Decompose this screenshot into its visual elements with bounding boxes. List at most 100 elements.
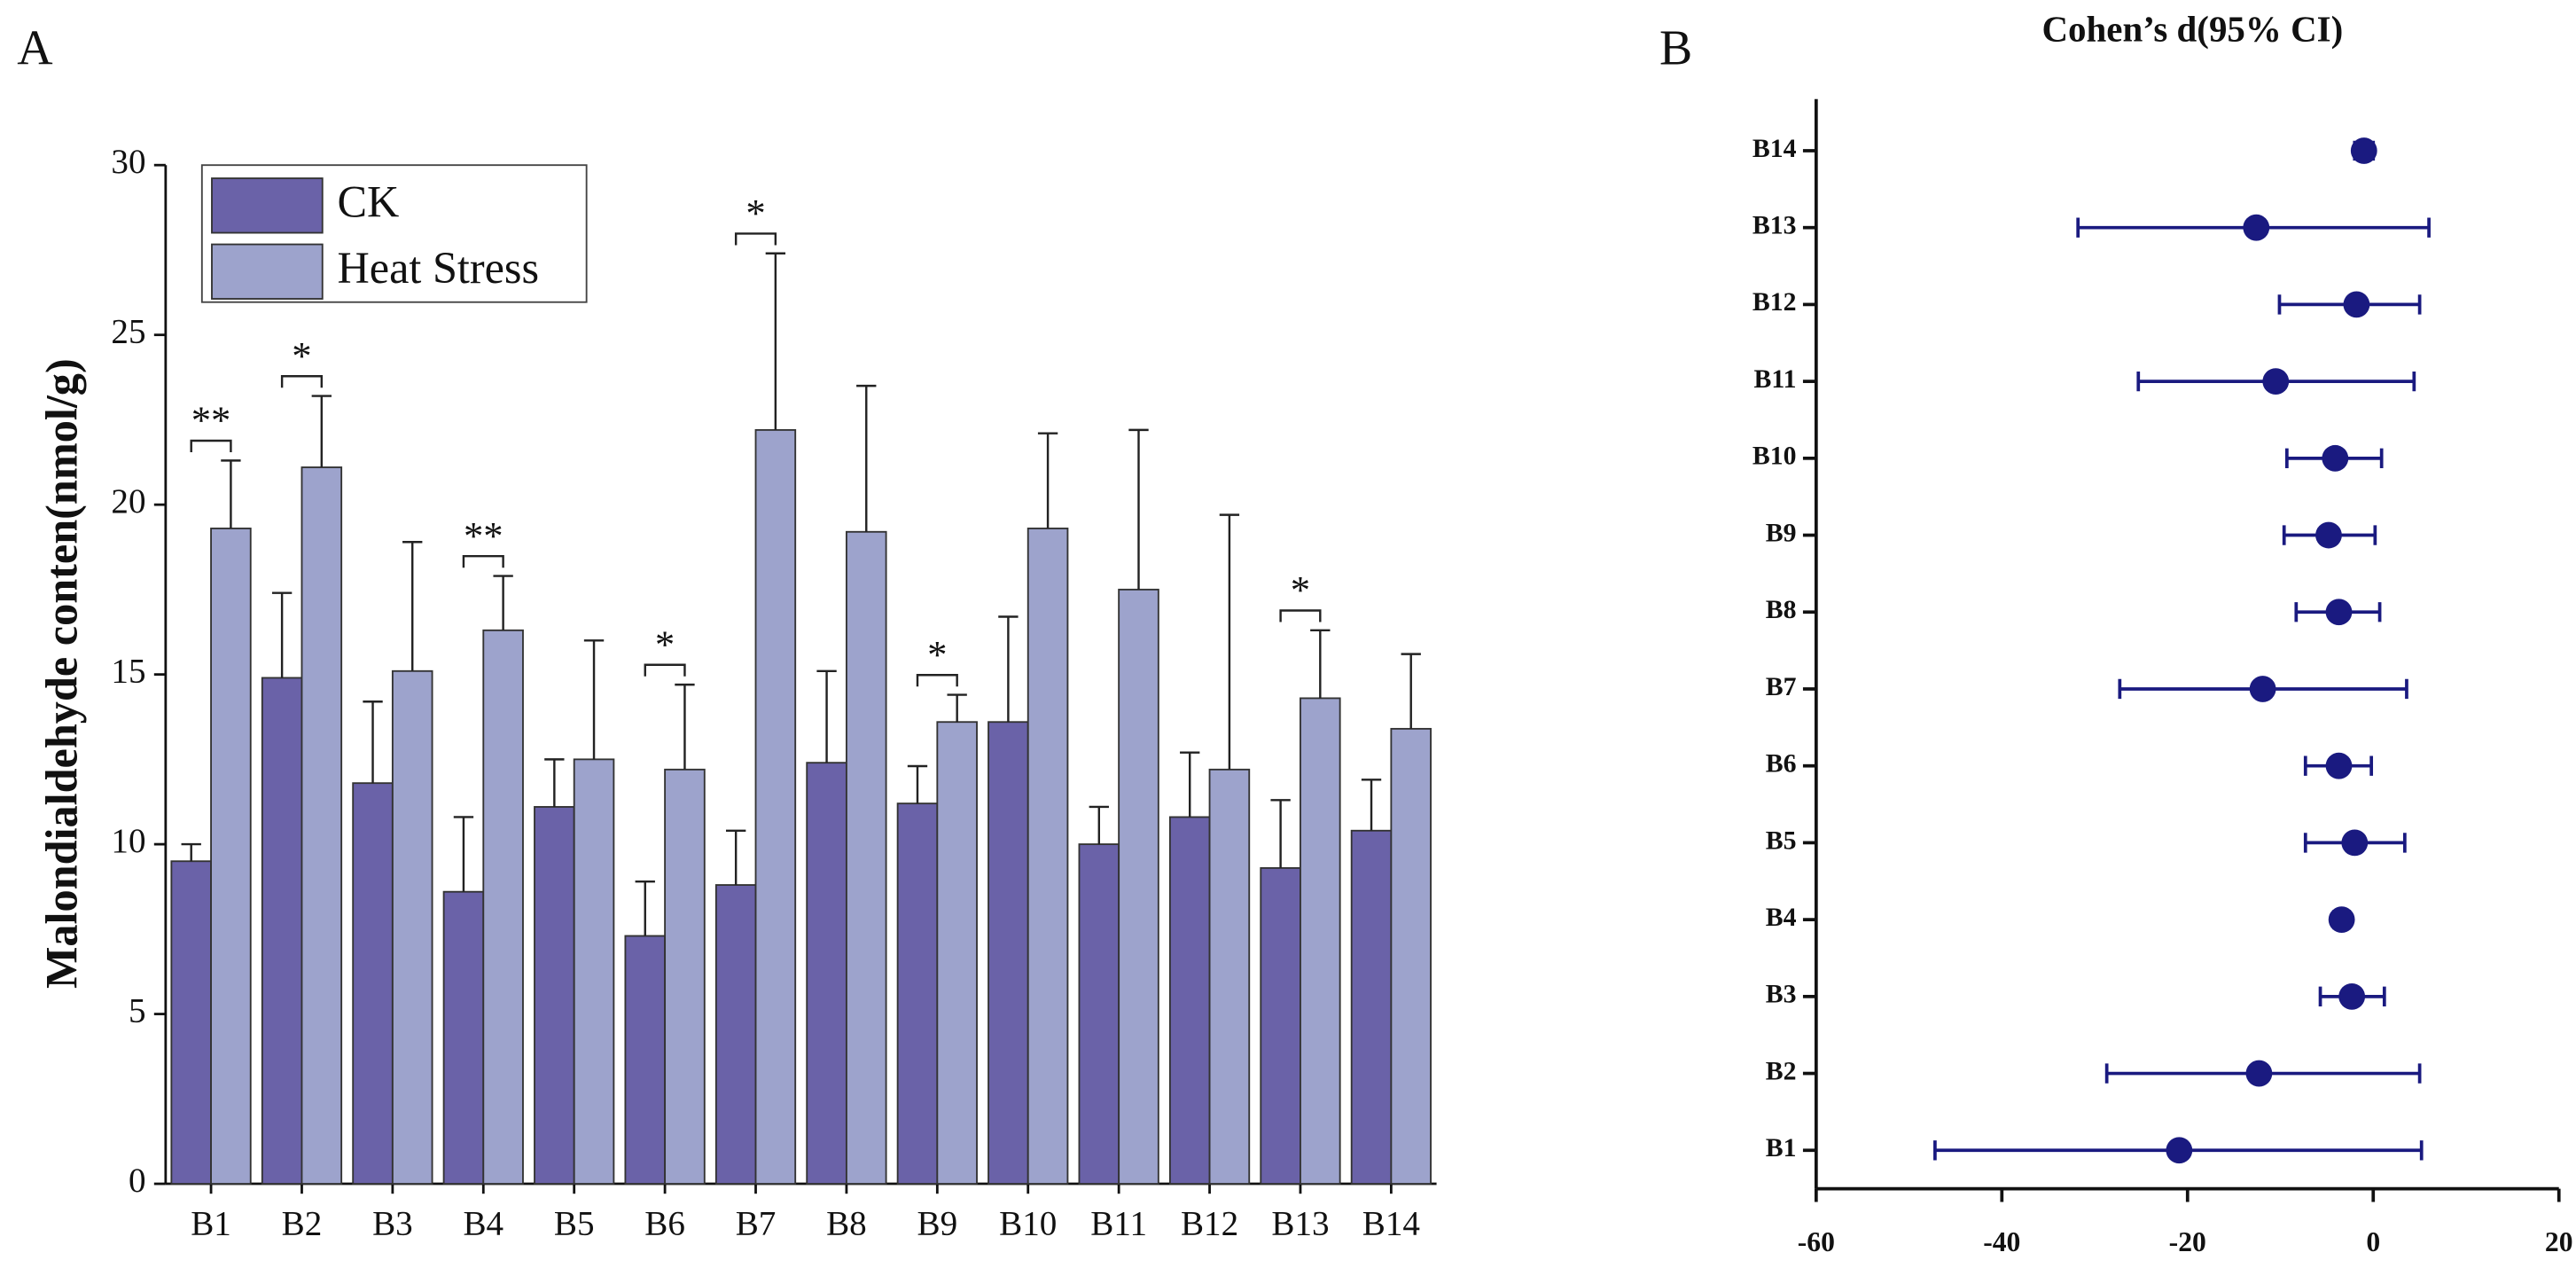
error-bar [583, 639, 605, 760]
error-bar [1180, 751, 1200, 818]
y-tick-label: 5 [129, 992, 146, 1030]
y-tick-label: B11 [1753, 364, 1796, 394]
x-tick-label: B2 [282, 1204, 323, 1242]
bar [845, 530, 887, 1185]
point-estimate [2341, 829, 2369, 857]
error-bar [271, 591, 293, 678]
significance-label: ** [191, 398, 231, 442]
error-bar [947, 693, 967, 723]
error-bar [402, 541, 423, 671]
bar [754, 428, 797, 1185]
x-tick-label: B7 [736, 1204, 777, 1242]
point-estimate [2315, 521, 2342, 549]
significance-bracket [462, 555, 504, 568]
y-tick-label: 10 [111, 822, 145, 860]
significance-label: * [1291, 567, 1310, 612]
error-bar [1310, 629, 1331, 699]
x-tick-label: 20 [2545, 1226, 2573, 1257]
bar [210, 528, 252, 1185]
bar [896, 802, 939, 1185]
x-tick-label: B1 [191, 1204, 231, 1242]
bar [1300, 697, 1341, 1185]
y-axis-label: Malondialdehyde conten(nmol/g) [37, 358, 87, 989]
legend-swatch [211, 177, 324, 234]
bar [1390, 727, 1432, 1185]
x-tick-label: B5 [554, 1204, 595, 1242]
bar [442, 890, 485, 1185]
bar [573, 758, 615, 1185]
y-tick-label: 25 [111, 313, 145, 351]
bar [1260, 866, 1301, 1185]
y-tick-label: B8 [1766, 595, 1797, 624]
point-estimate [2245, 1060, 2273, 1087]
bar [714, 884, 757, 1185]
x-tick-label: -60 [1798, 1226, 1835, 1257]
error-bar [907, 764, 928, 804]
point-estimate [2262, 368, 2290, 395]
point-estimate [2166, 1137, 2193, 1164]
significance-bracket [190, 439, 232, 453]
y-tick-label: B13 [1752, 211, 1797, 240]
x-tick-label: B11 [1090, 1204, 1147, 1242]
bar [391, 669, 433, 1185]
x-tick-label: -20 [2169, 1226, 2206, 1257]
y-tick-label: B3 [1766, 980, 1797, 1009]
point-estimate [2249, 676, 2276, 702]
significance-bracket [280, 375, 324, 388]
significance-bracket [916, 674, 958, 687]
bar [170, 860, 212, 1185]
x-tick-label: B10 [999, 1204, 1057, 1242]
error-bar [816, 669, 837, 763]
bar [352, 782, 394, 1185]
x-tick-label: B8 [826, 1204, 867, 1242]
y-tick-label: 0 [129, 1162, 146, 1200]
significance-bracket [644, 663, 686, 677]
point-estimate [2338, 982, 2366, 1010]
point-estimate [2328, 906, 2355, 934]
point-estimate [2325, 599, 2353, 626]
bar [301, 466, 343, 1185]
error-bar [725, 829, 746, 886]
panel-label: B [1659, 20, 1692, 75]
error-bar [1219, 513, 1240, 770]
error-bar [1270, 799, 1291, 868]
x-tick-label: 0 [2366, 1226, 2380, 1257]
chart-title: Cohen’s d(95% CI) [2041, 9, 2343, 50]
significance-label: * [745, 191, 765, 235]
error-bar [363, 701, 383, 784]
y-tick-label: 30 [111, 143, 145, 181]
bar [1350, 829, 1393, 1185]
point-estimate [2343, 291, 2370, 318]
error-bar [493, 575, 513, 630]
y-tick-label: B9 [1766, 518, 1797, 547]
x-tick-label: B4 [463, 1204, 503, 1242]
bar [1168, 816, 1211, 1185]
error-bar [675, 683, 695, 770]
significance-bracket [734, 232, 777, 246]
bar [261, 677, 303, 1185]
legend-label: CK [338, 176, 400, 226]
significance-label: * [292, 333, 311, 378]
x-tick-label: B9 [917, 1204, 958, 1242]
y-tick-label: B14 [1752, 134, 1797, 163]
y-tick-label: 15 [111, 653, 145, 691]
bar [1208, 768, 1251, 1185]
bar [806, 762, 847, 1185]
y-tick-label: B5 [1766, 826, 1797, 855]
y-tick-label: B12 [1752, 287, 1797, 317]
bar [936, 721, 978, 1185]
x-tick-label: B14 [1362, 1204, 1420, 1242]
bar [1026, 528, 1069, 1185]
bar [664, 768, 706, 1185]
significance-bracket [1279, 609, 1322, 622]
error-bar [453, 816, 474, 892]
error-bar [1089, 805, 1109, 845]
y-tick-label: B2 [1766, 1056, 1797, 1085]
error-bar [856, 384, 877, 532]
x-tick-label: B12 [1181, 1204, 1238, 1242]
legend-swatch [211, 243, 324, 300]
significance-label: * [927, 632, 947, 677]
point-estimate [2322, 444, 2349, 472]
